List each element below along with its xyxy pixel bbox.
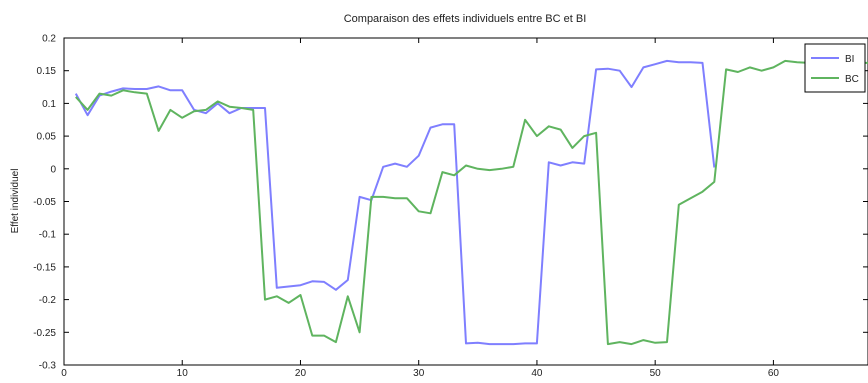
x-tick-label: 30 — [413, 368, 425, 378]
chart-title: Comparaison des effets individuels entre… — [344, 13, 587, 25]
x-tick-label: 20 — [295, 368, 307, 378]
x-tick-label: 50 — [650, 368, 662, 378]
y-tick-label: -0.1 — [39, 230, 57, 241]
plot-area — [63, 37, 868, 366]
x-tick-label: 10 — [177, 368, 189, 378]
x-tick-label: 60 — [768, 368, 780, 378]
legend-label-bc: BC — [845, 74, 859, 85]
y-axis-label: Effet individuel — [10, 169, 21, 234]
legend-label-bi: BI — [845, 54, 854, 65]
series-lines — [74, 59, 868, 346]
y-tick-label: 0 — [50, 164, 56, 175]
y-tick-label: -0.15 — [33, 262, 56, 273]
y-tick-label: 0.2 — [42, 34, 56, 45]
y-tick-label: -0.3 — [39, 361, 57, 372]
y-axis: 0.2 0.15 0.1 0.05 0 -0.05 -0.1 -0.15 -0.2 -0.25 -0… — [33, 34, 868, 372]
series-line-bi — [74, 59, 716, 346]
y-tick-label: -0.2 — [39, 295, 57, 306]
x-tick-label: 0 — [61, 368, 67, 378]
series-line-bc — [75, 59, 868, 346]
y-tick-label: 0.05 — [37, 132, 57, 143]
y-tick-label: 0.15 — [37, 66, 57, 77]
legend-box — [804, 43, 866, 93]
y-tick-label: -0.25 — [33, 328, 56, 339]
x-tick-label: 40 — [531, 368, 543, 378]
legend: BI BC — [804, 43, 866, 93]
y-tick-label: 0.1 — [42, 99, 56, 110]
x-axis: 0 10 20 30 40 50 60 — [61, 38, 780, 379]
y-tick-label: -0.05 — [33, 197, 56, 208]
